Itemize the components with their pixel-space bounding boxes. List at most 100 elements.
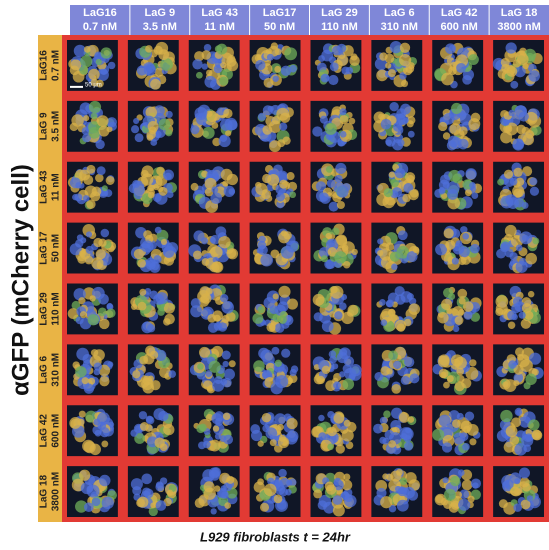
column-header-name: LaG 42 [441, 7, 478, 19]
cell-blob [531, 430, 541, 440]
column-header-name: LaG 18 [501, 7, 538, 19]
cell-blob [401, 376, 410, 385]
cell-image [493, 405, 544, 456]
cell-blob [96, 249, 106, 259]
cell-blob [343, 378, 355, 390]
cell-blob [395, 168, 405, 178]
cell-blob [106, 176, 115, 185]
cell-blob [223, 109, 232, 118]
cell-blob [318, 415, 324, 421]
cell-blob [134, 249, 144, 259]
cell-blob [260, 254, 273, 267]
cell-blob [196, 72, 203, 79]
cell-blob [443, 182, 449, 188]
cell-blob [444, 489, 456, 501]
cell-blob [216, 226, 227, 237]
cell-blob [210, 246, 222, 258]
cell-blob [98, 308, 107, 317]
cell-blob [209, 470, 220, 481]
cell-blob [533, 238, 540, 245]
cell-blob [334, 413, 345, 424]
cell-image [67, 344, 118, 395]
cell-blob [287, 172, 295, 180]
row-header-name: LaG 6 [39, 355, 50, 383]
cell-blob [263, 125, 273, 135]
cell-blob [208, 323, 218, 333]
cell-blob [106, 308, 115, 317]
cell-blob [273, 377, 281, 385]
cell-blob [223, 435, 233, 445]
cell-blob [82, 440, 95, 453]
cell-blob [131, 478, 143, 490]
cell-blob [514, 478, 520, 484]
cell-image [432, 101, 483, 152]
cell-image [250, 466, 301, 517]
cell-blob [516, 261, 528, 273]
cell-blob [255, 60, 265, 70]
cell-blob [76, 348, 89, 361]
cell-image [311, 101, 362, 152]
cell-blob [457, 289, 467, 299]
cell-blob [439, 415, 451, 427]
cell-blob [516, 244, 523, 251]
cell-blob [74, 193, 82, 201]
cell-image [250, 284, 301, 335]
cell-blob [445, 240, 455, 250]
cell-blob [155, 227, 162, 234]
cell-blob [80, 311, 87, 318]
cell-blob [404, 357, 414, 367]
cell-blob [259, 236, 266, 243]
cell-blob [279, 180, 288, 189]
cell-image [67, 284, 118, 335]
cell-blob [147, 324, 155, 332]
cell-blob [211, 122, 218, 129]
cell-blob [437, 312, 448, 323]
cell-blob [79, 66, 88, 75]
cell-image [128, 466, 179, 517]
cell-blob [280, 478, 290, 488]
cell-blob [107, 361, 113, 367]
cell-blob [164, 314, 175, 325]
cell-blob [318, 55, 325, 62]
row-header-concentration: 3.5 nM [51, 111, 62, 142]
cell-blob [262, 413, 271, 422]
cell-blob [528, 70, 540, 82]
cell-blob [220, 62, 226, 68]
cell-blob [279, 435, 286, 442]
cell-image [432, 405, 483, 456]
cell-image [371, 162, 422, 213]
cell-blob [274, 66, 281, 73]
cell-blob [339, 302, 347, 310]
column-header-concentration: 310 nM [381, 21, 418, 33]
cell-blob [94, 362, 102, 370]
cell-blob [275, 360, 282, 367]
cell-blob [457, 413, 464, 420]
cell-image [189, 284, 240, 335]
cell-blob [382, 473, 388, 479]
cell-blob [102, 185, 108, 191]
cell-blob [139, 356, 148, 365]
row-header-concentration: 0.7 nM [51, 50, 62, 81]
cell-blob [525, 374, 536, 385]
cell-blob [438, 122, 447, 131]
cell-blob [167, 490, 173, 496]
cell-blob [461, 378, 471, 388]
cell-blob [150, 79, 161, 90]
cell-blob [452, 257, 459, 264]
cell-image [371, 466, 422, 517]
cell-blob [399, 54, 411, 66]
cell-blob [158, 49, 169, 60]
cell-image [493, 284, 544, 335]
cell-blob [159, 187, 168, 196]
cell-blob [101, 229, 110, 238]
cell-blob [89, 295, 95, 301]
cell-image [311, 284, 362, 335]
cell-blob [332, 227, 340, 235]
cell-blob [99, 319, 109, 329]
cell-image [250, 344, 301, 395]
cell-blob [448, 293, 455, 300]
cell-blob [522, 303, 532, 313]
cell-blob [332, 363, 338, 369]
cell-blob [145, 45, 152, 52]
cell-blob [499, 499, 508, 508]
